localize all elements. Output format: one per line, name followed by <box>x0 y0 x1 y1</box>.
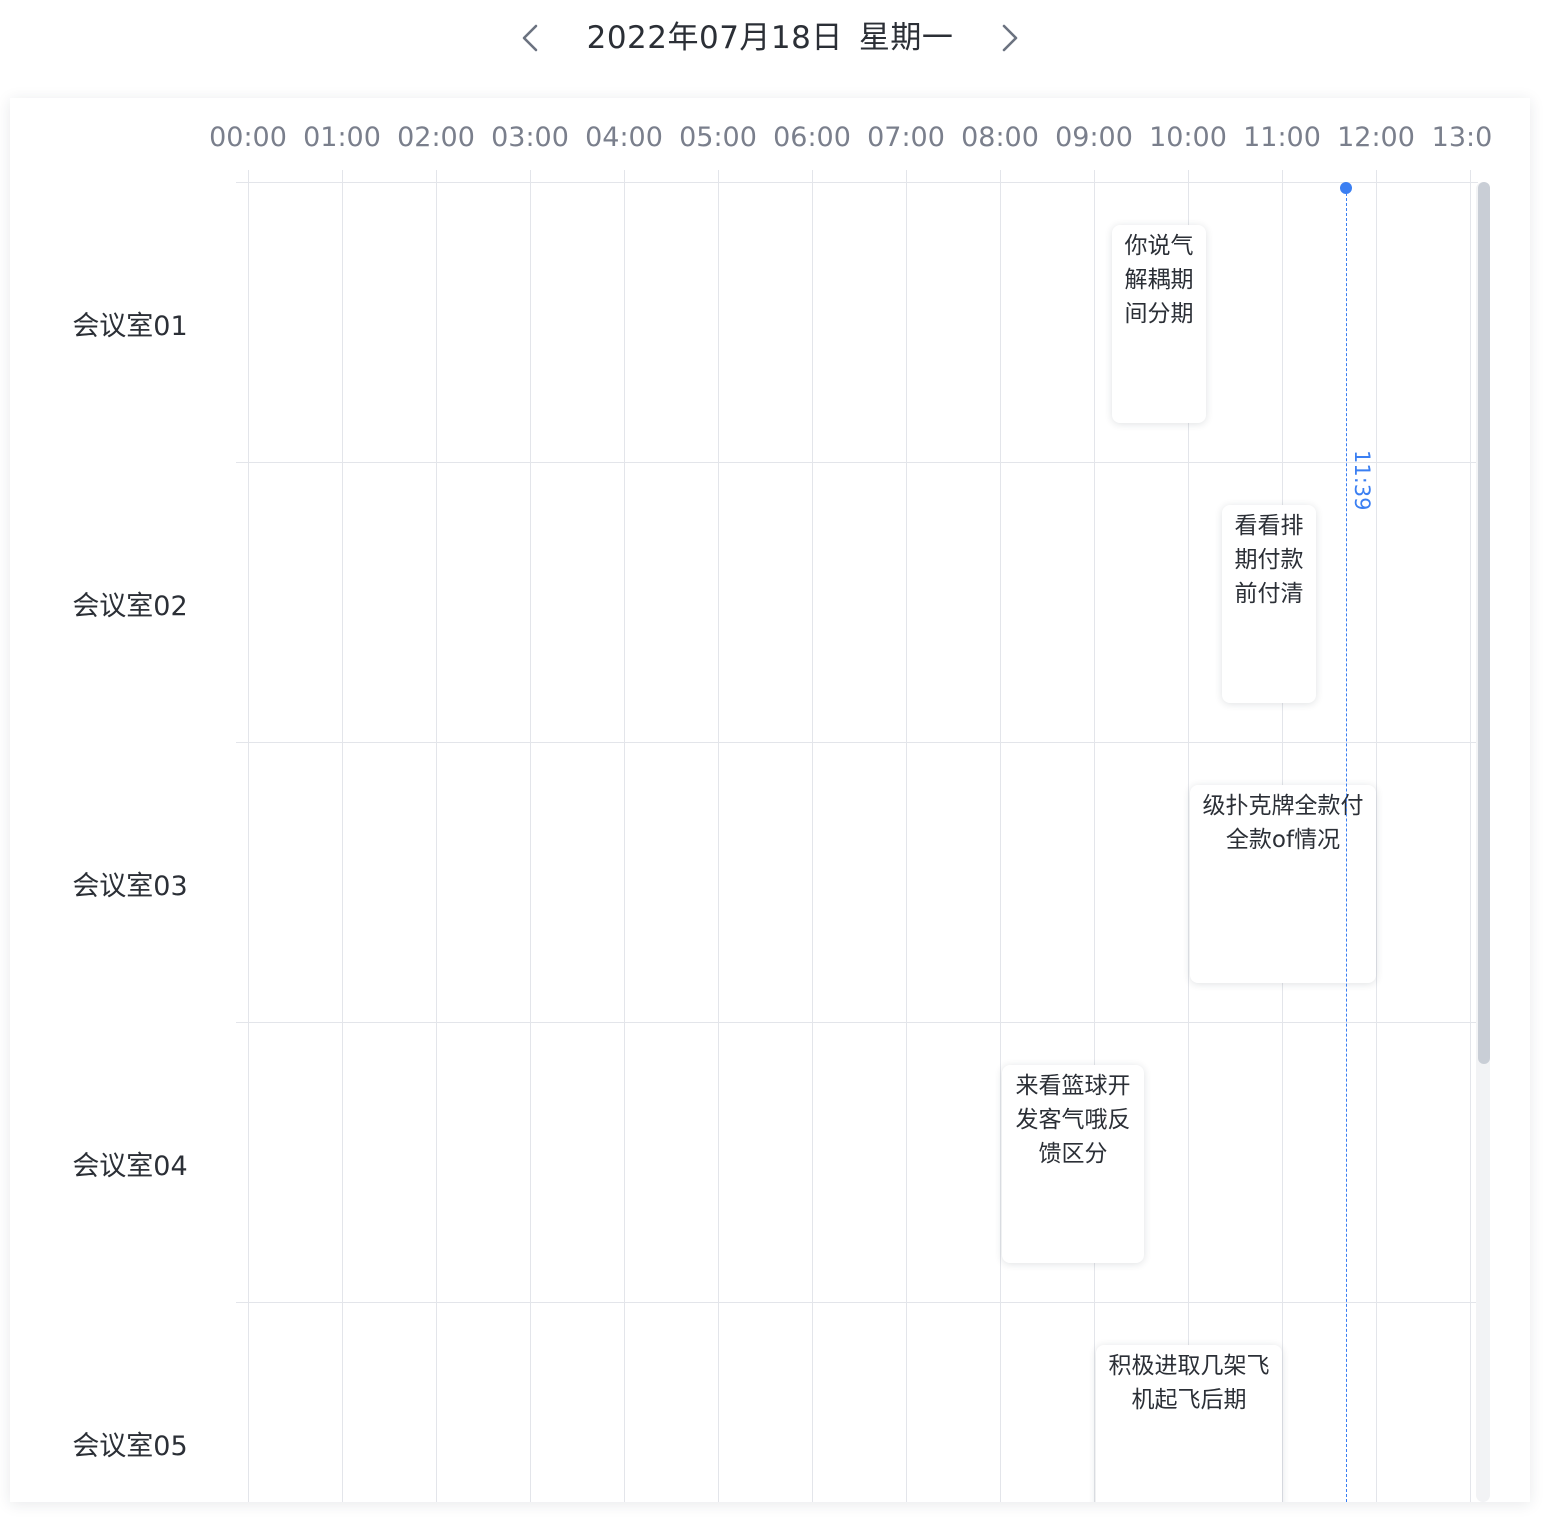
hour-label: 02:00 <box>397 122 475 153</box>
next-day-button[interactable] <box>985 14 1033 62</box>
date-text: 2022年07月18日 <box>586 20 843 56</box>
hour-gridline <box>906 170 907 1502</box>
hour-label: 01:00 <box>303 122 381 153</box>
event-title: 级扑克牌全款付全款of情况 <box>1202 793 1364 853</box>
hour-label: 08:00 <box>961 122 1039 153</box>
hour-gridline <box>342 170 343 1502</box>
row-separator <box>236 1302 1478 1303</box>
event-title: 你说气解耦期间分期 <box>1124 233 1194 327</box>
current-date-title: 2022年07月18日 星期一 <box>560 14 980 62</box>
room-label: 会议室04 <box>72 1151 188 1182</box>
date-navigation: 2022年07月18日 星期一 <box>0 0 1546 76</box>
room-label: 会议室03 <box>72 871 188 902</box>
hour-gridline <box>530 170 531 1502</box>
hour-label: 11:00 <box>1243 122 1321 153</box>
hour-label: 00:00 <box>209 122 287 153</box>
current-time-label: 11:39 <box>1350 450 1374 511</box>
row-separator <box>236 742 1478 743</box>
row-separator <box>236 462 1478 463</box>
chevron-right-icon <box>1002 24 1018 52</box>
hour-label: 13:0 <box>1431 122 1493 153</box>
hour-label: 07:00 <box>867 122 945 153</box>
hour-gridline <box>1470 170 1471 1502</box>
hour-label: 12:00 <box>1337 122 1415 153</box>
hour-label: 04:00 <box>585 122 663 153</box>
chevron-left-icon <box>522 24 538 52</box>
booking-event[interactable]: 你说气解耦期间分期 <box>1112 225 1206 423</box>
row-separator <box>236 1022 1478 1023</box>
vertical-scrollbar-thumb[interactable] <box>1478 182 1490 1064</box>
hour-gridline <box>1094 170 1095 1502</box>
hour-label: 10:00 <box>1149 122 1227 153</box>
weekday-text: 星期一 <box>858 20 954 56</box>
booking-event[interactable]: 看看排期付款前付清 <box>1222 505 1316 703</box>
hour-gridline <box>436 170 437 1502</box>
hour-label: 03:00 <box>491 122 569 153</box>
hour-gridline <box>1376 170 1377 1502</box>
room-schedule-board: 00:00 01:00 02:00 03:00 04:00 05:00 06:0… <box>10 98 1530 1502</box>
hour-label: 05:00 <box>679 122 757 153</box>
hour-gridline <box>1188 170 1189 1502</box>
event-title: 看看排期付款前付清 <box>1234 513 1304 607</box>
hour-label: 09:00 <box>1055 122 1133 153</box>
hour-gridline <box>624 170 625 1502</box>
hour-gridline <box>812 170 813 1502</box>
booking-event[interactable]: 级扑克牌全款付全款of情况 <box>1190 785 1376 983</box>
prev-day-button[interactable] <box>507 14 555 62</box>
room-label: 会议室05 <box>72 1431 188 1462</box>
hour-label: 06:00 <box>773 122 851 153</box>
hour-gridline <box>248 170 249 1502</box>
event-title: 积极进取几架飞机起飞后期 <box>1108 1353 1270 1413</box>
booking-event[interactable]: 积极进取几架飞机起飞后期 <box>1096 1345 1282 1502</box>
room-label: 会议室01 <box>72 311 188 342</box>
current-time-dot <box>1340 182 1352 194</box>
hour-gridline <box>718 170 719 1502</box>
hour-gridline <box>1000 170 1001 1502</box>
row-separator <box>236 182 1478 183</box>
room-label: 会议室02 <box>72 591 188 622</box>
booking-event[interactable]: 来看篮球开发客气哦反馈区分 <box>1002 1065 1144 1263</box>
event-title: 来看篮球开发客气哦反馈区分 <box>1015 1073 1131 1167</box>
current-time-line <box>1346 188 1347 1502</box>
